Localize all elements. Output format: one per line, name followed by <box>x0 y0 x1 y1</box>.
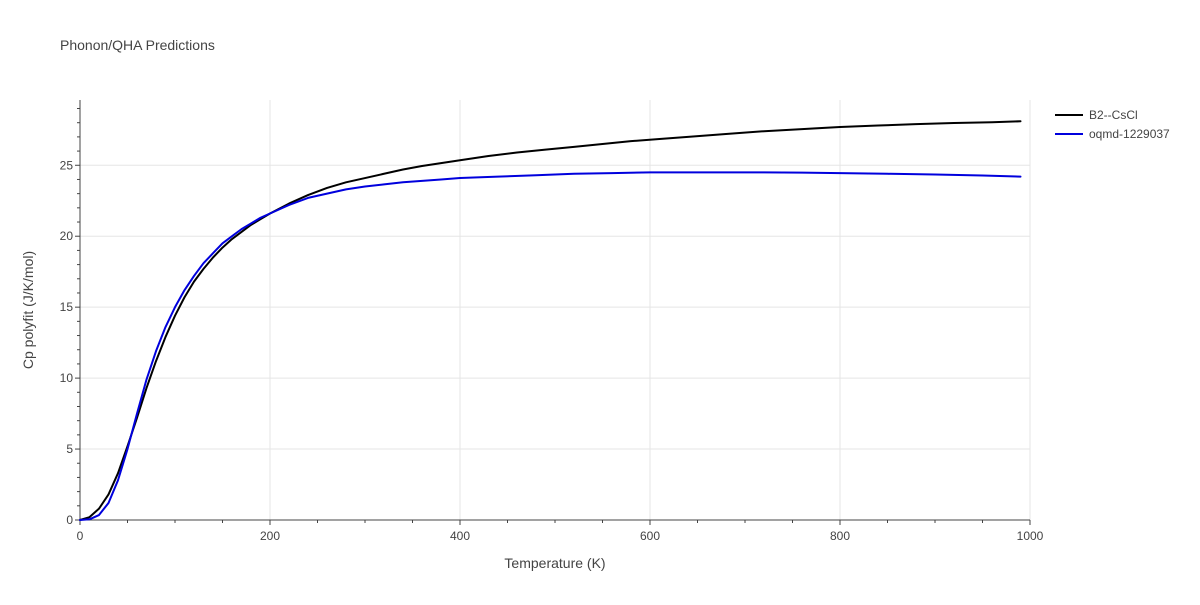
legend-label-0[interactable]: B2--CsCl <box>1089 108 1138 122</box>
x-tick-label: 200 <box>260 529 280 543</box>
x-tick-label: 800 <box>830 529 850 543</box>
y-tick-label: 15 <box>60 300 74 314</box>
series-layer <box>79 120 1022 521</box>
y-tick-label: 5 <box>66 442 73 456</box>
x-tick-label: 0 <box>77 529 84 543</box>
series-line-1 <box>79 171 1022 521</box>
y-tick-label: 10 <box>60 371 74 385</box>
y-tick-label: 0 <box>66 513 73 527</box>
y-axis-title: Cp polyfit (J/K/mol) <box>20 251 36 369</box>
grid-layer <box>80 100 1031 520</box>
x-tick-label: 400 <box>450 529 470 543</box>
y-tick-label: 25 <box>60 158 74 172</box>
y-tick-label: 20 <box>60 229 74 243</box>
chart-title: Phonon/QHA Predictions <box>60 37 215 53</box>
legend: B2--CsCl oqmd-1229037 <box>1055 108 1170 141</box>
x-tick-label: 1000 <box>1017 529 1044 543</box>
legend-label-1[interactable]: oqmd-1229037 <box>1089 127 1170 141</box>
x-axis-title: Temperature (K) <box>504 555 605 571</box>
axes-layer: 0 200 400 600 800 1000 0 5 10 15 20 25 <box>60 100 1044 543</box>
series-line-0 <box>79 120 1022 521</box>
x-tick-label: 600 <box>640 529 660 543</box>
